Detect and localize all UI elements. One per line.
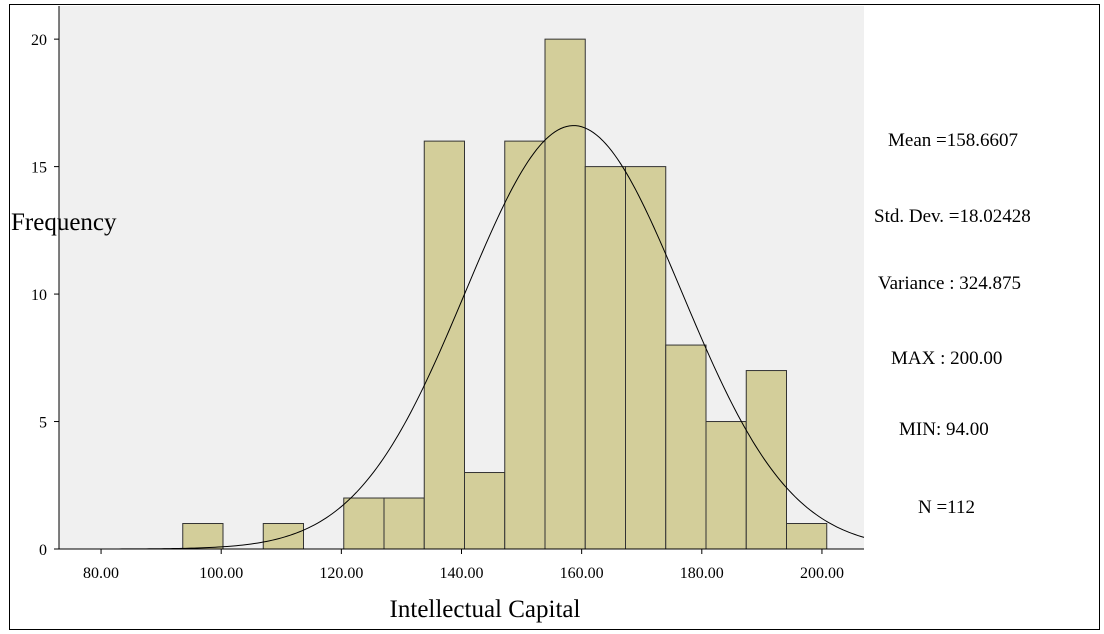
- stat-std-dev: Std. Dev. =18.02428: [874, 206, 1031, 227]
- histogram-bar-5: [423, 140, 466, 550]
- x-axis-title: Intellectual Capital: [390, 596, 581, 623]
- x-tick-label: 100.00: [199, 565, 243, 582]
- y-tick-label: 10: [31, 287, 47, 304]
- y-tick-label: 20: [31, 32, 47, 49]
- histogram-bar-1: [182, 523, 224, 550]
- stat-max: MAX : 200.00: [891, 348, 1003, 369]
- chart-frame: [9, 4, 1100, 630]
- histogram-bar-13: [745, 370, 788, 550]
- stat-mean: Mean =158.6607: [888, 130, 1018, 151]
- stat-variance: Variance : 324.875: [878, 273, 1021, 294]
- histogram-bar-9: [584, 166, 627, 550]
- y-tick-label: 15: [31, 160, 47, 177]
- normal-curve: [101, 125, 865, 550]
- x-tick-label: 180.00: [680, 565, 724, 582]
- x-tick-label: 80.00: [83, 565, 119, 582]
- histogram-bar-6: [464, 472, 506, 550]
- histogram-bar-4: [383, 497, 425, 550]
- y-axis-title: Frequency: [11, 209, 117, 236]
- histogram-bar-14: [786, 523, 828, 550]
- x-tick-label: 200.00: [800, 565, 844, 582]
- histogram-bar-11: [665, 344, 707, 550]
- histogram-bar-8: [544, 38, 586, 550]
- histogram-bar-12: [705, 421, 747, 550]
- stat-n: N =112: [918, 497, 975, 518]
- histogram-bar-10: [625, 166, 667, 550]
- y-tick-label: 5: [39, 415, 47, 432]
- y-tick-label: 0: [39, 542, 47, 559]
- histogram-bar-3: [343, 497, 385, 550]
- x-tick-label: 160.00: [560, 565, 604, 582]
- x-tick-label: 120.00: [319, 565, 363, 582]
- histogram-bar-2: [262, 523, 305, 550]
- x-tick-label: 140.00: [440, 565, 484, 582]
- histogram-bar-7: [504, 140, 546, 550]
- stat-min: MIN: 94.00: [899, 419, 989, 440]
